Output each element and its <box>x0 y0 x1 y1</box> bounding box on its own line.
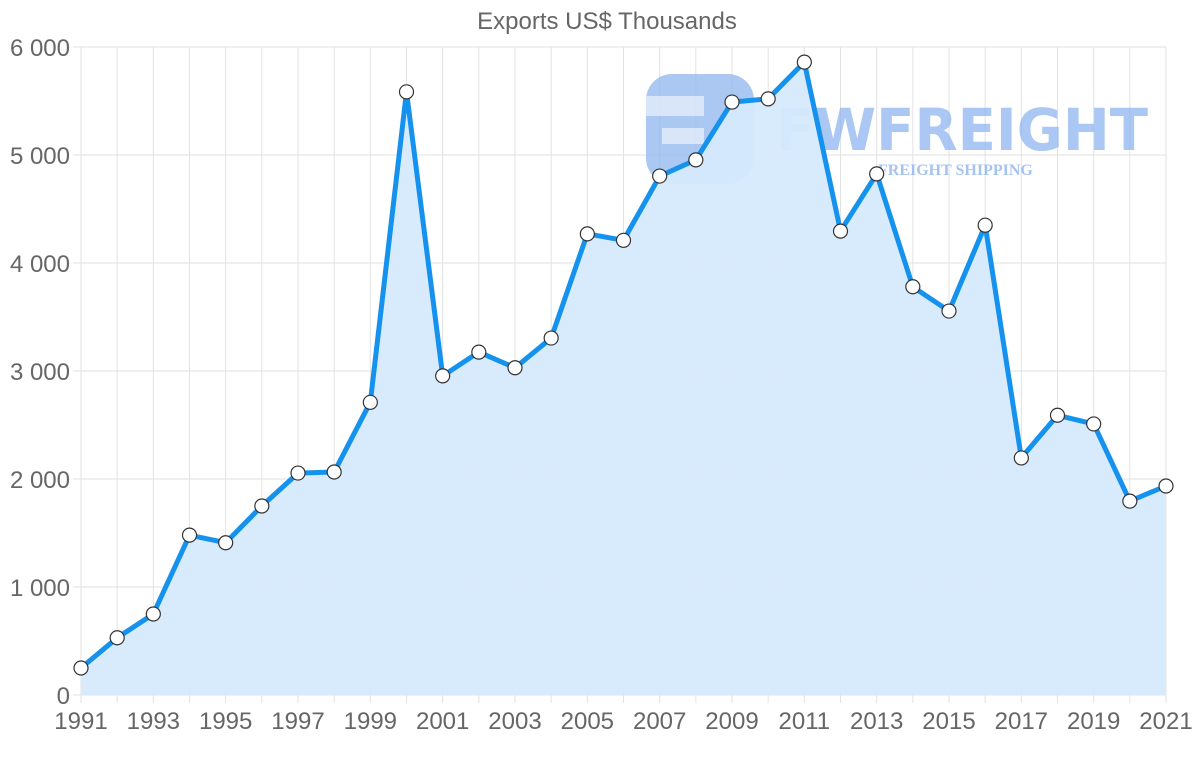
y-tick-label: 4 000 <box>10 251 70 278</box>
data-point-2007[interactable] <box>652 168 668 184</box>
data-point-1996[interactable] <box>254 498 270 514</box>
data-point-2014[interactable] <box>905 279 921 295</box>
data-point-2006[interactable] <box>615 232 632 248</box>
area-fill <box>81 62 1166 696</box>
data-point-2017[interactable] <box>1013 450 1029 466</box>
data-point-2021[interactable] <box>1158 478 1174 494</box>
data-points <box>73 54 1174 676</box>
x-tick-label: 1995 <box>199 708 252 735</box>
watermark-tagline: FREIGHT SHIPPING <box>878 162 1033 179</box>
data-point-1998[interactable] <box>326 464 342 480</box>
chart-title: Exports US$ Thousands <box>477 8 737 35</box>
data-point-2015[interactable] <box>941 303 957 319</box>
x-tick-label: 1999 <box>344 708 397 735</box>
data-point-1999[interactable] <box>362 394 378 410</box>
data-point-2018[interactable] <box>1049 407 1066 423</box>
watermark-logo-notch-mid <box>662 128 704 144</box>
data-point-2013[interactable] <box>869 166 885 182</box>
fwfreight-watermark: FWFREIGHT FREIGHT SHIPPING <box>646 74 1148 184</box>
watermark-logo-notch-top <box>646 96 704 116</box>
y-tick-label: 1 000 <box>10 575 70 602</box>
data-point-1993[interactable] <box>145 606 161 622</box>
x-tick-label: 2003 <box>488 708 541 735</box>
data-point-2002[interactable] <box>471 344 487 360</box>
data-point-2012[interactable] <box>832 223 849 239</box>
x-tick-label: 2019 <box>1067 708 1120 735</box>
data-point-2005[interactable] <box>579 226 595 242</box>
x-tick-label: 2011 <box>779 708 831 735</box>
data-point-2008[interactable] <box>688 152 704 168</box>
data-point-2003[interactable] <box>507 360 523 376</box>
data-point-2009[interactable] <box>724 94 740 110</box>
data-point-2020[interactable] <box>1122 493 1138 509</box>
x-tick-label: 2017 <box>995 708 1048 735</box>
x-tick-label: 2021 <box>1139 708 1192 735</box>
data-point-2000[interactable] <box>398 84 415 100</box>
y-axis-ticks: 0 1 000 2 000 3 000 4 000 5 000 6 000 <box>10 35 70 710</box>
data-point-2004[interactable] <box>543 330 559 346</box>
y-tick-label: 3 000 <box>10 359 70 386</box>
x-tick-label: 2009 <box>705 708 758 735</box>
data-point-2001[interactable] <box>435 368 451 384</box>
data-point-1994[interactable] <box>181 527 198 543</box>
data-point-2016[interactable] <box>977 217 993 233</box>
y-tick-label: 5 000 <box>10 143 70 170</box>
data-point-2011[interactable] <box>796 54 812 70</box>
data-point-1992[interactable] <box>109 630 125 646</box>
x-tick-label: 1997 <box>271 708 324 735</box>
x-tick-label: 2013 <box>850 708 903 735</box>
x-tick-label: 1991 <box>54 708 107 735</box>
x-axis-ticks: 1991 1993 1995 1997 1999 2001 2003 2005 2007 2009… <box>54 708 1192 735</box>
data-point-1995[interactable] <box>218 535 234 551</box>
x-tick-label: 1993 <box>127 708 180 735</box>
y-tick-label: 6 000 <box>10 35 70 62</box>
x-tick-label: 2001 <box>416 708 469 735</box>
data-point-2019[interactable] <box>1086 416 1102 432</box>
x-tick-label: 2005 <box>561 708 614 735</box>
x-tick-label: 2015 <box>922 708 975 735</box>
data-point-2010[interactable] <box>760 91 776 107</box>
y-tick-label: 0 <box>57 683 70 710</box>
data-point-1997[interactable] <box>290 465 306 481</box>
data-point-1991[interactable] <box>73 660 89 676</box>
y-tick-label: 2 000 <box>10 467 70 494</box>
x-tick-label: 2007 <box>633 708 686 735</box>
watermark-brand: FWFREIGHT <box>776 96 1148 164</box>
